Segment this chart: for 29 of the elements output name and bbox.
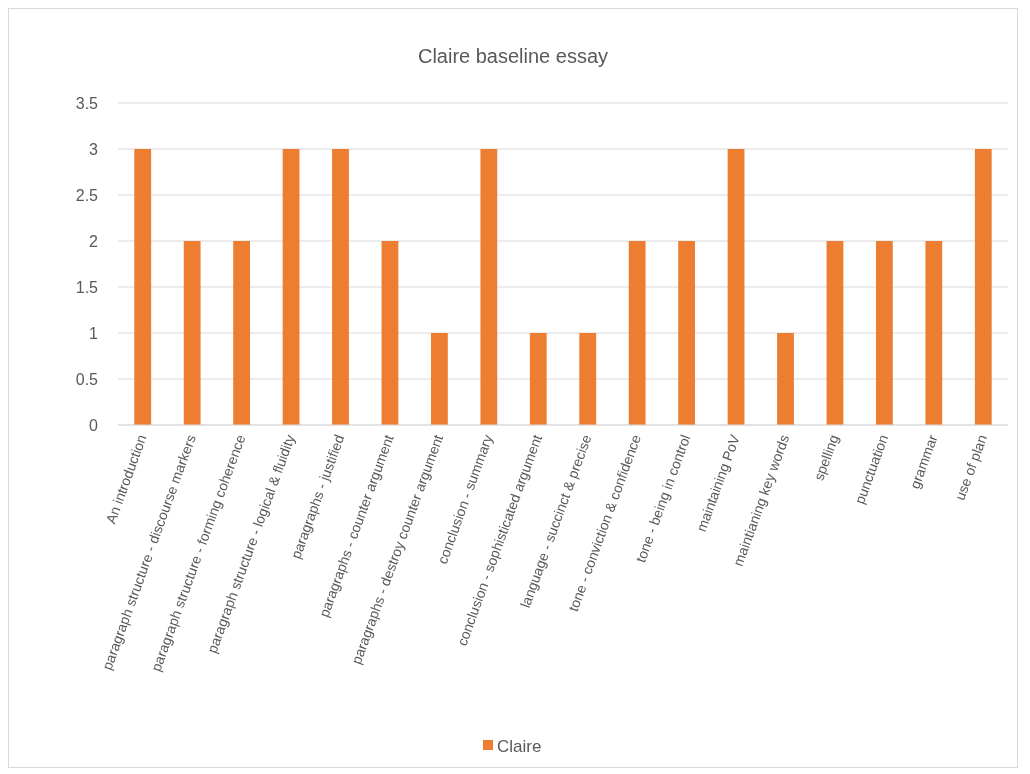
bar [628,241,646,425]
bar [233,241,251,425]
bar [282,149,300,425]
bar [777,333,794,425]
bar [875,241,893,425]
bar [381,241,399,425]
y-tick-label: 1.5 [75,278,99,296]
bar [430,333,448,425]
bar [826,241,844,425]
bar [134,149,152,425]
bar [925,241,943,425]
chart-title: Claire baseline essay [417,45,609,67]
x-tick-label: use of plan [951,432,991,503]
bar [480,149,498,425]
y-tick-label: 0.5 [75,370,99,388]
y-tick-label: 2.5 [75,186,99,204]
y-tick-label: 3.5 [75,94,99,112]
bar [727,149,745,425]
y-tick-label: 0 [89,416,99,434]
legend-label: Claire [497,736,542,756]
bar [678,241,696,425]
y-tick-label: 3 [89,140,99,158]
bar [974,149,992,425]
bar [183,241,201,425]
y-tick-label: 1 [89,324,99,342]
y-tick-label: 2 [89,232,99,250]
bar [529,333,547,425]
bar [579,333,597,425]
bar [332,149,349,425]
